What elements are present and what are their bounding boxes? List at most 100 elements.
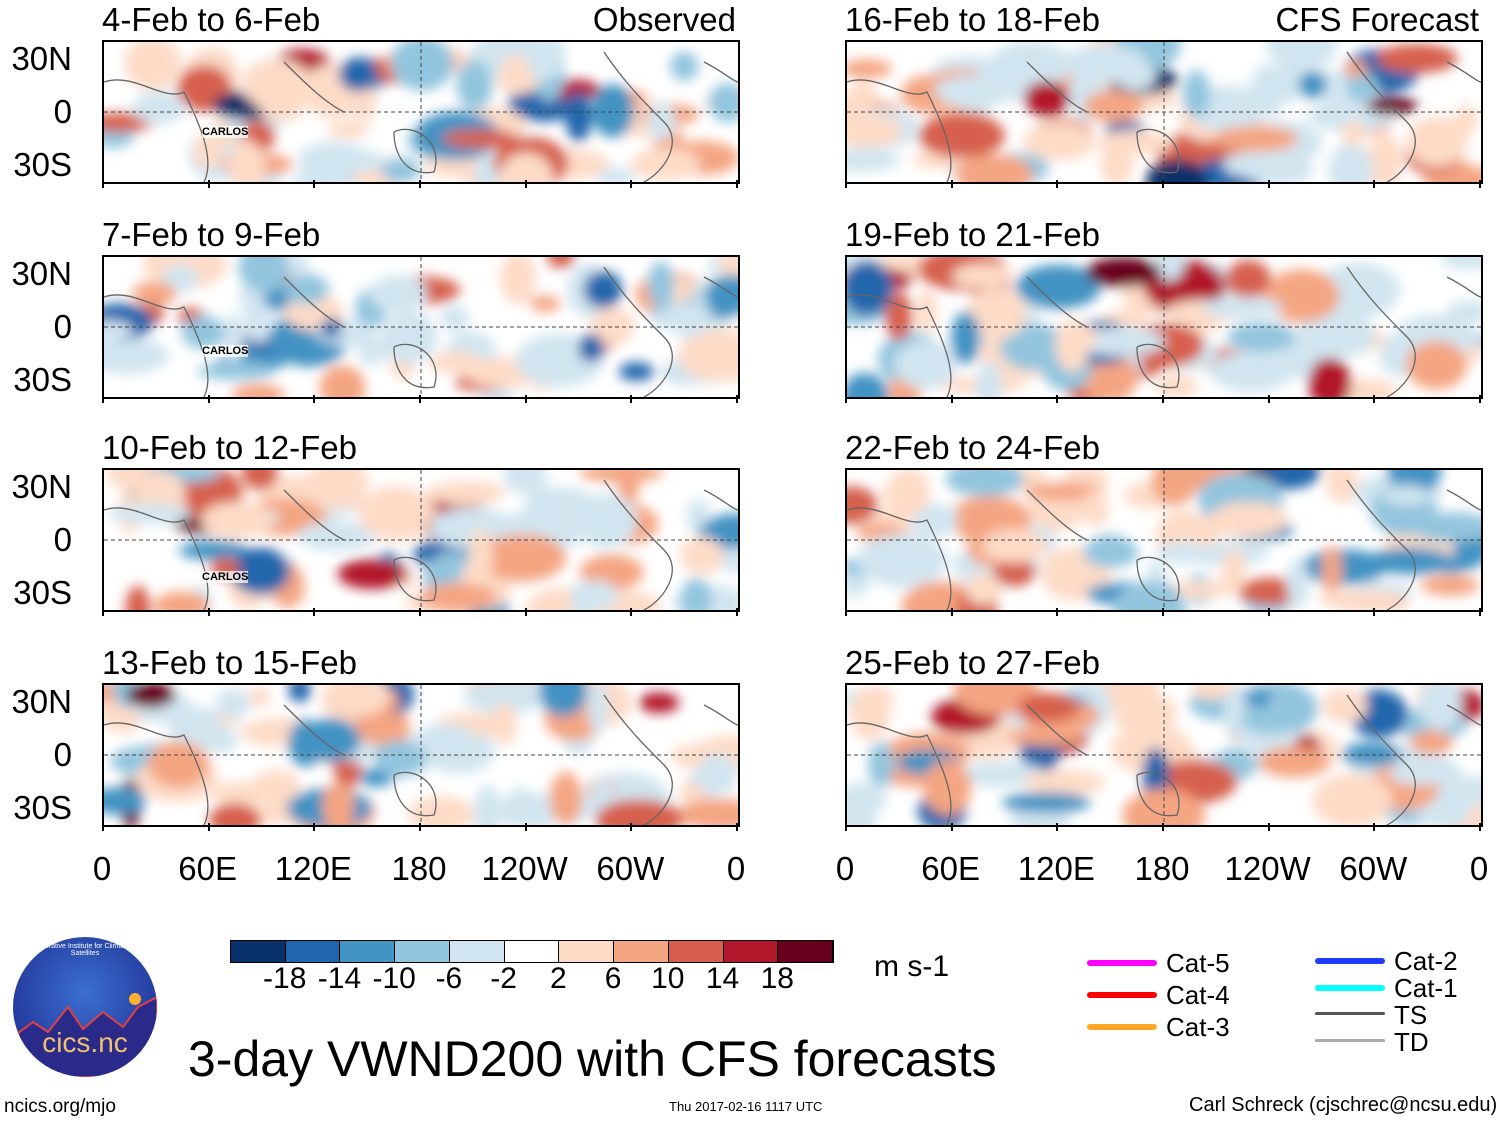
panel-title: 16-Feb to 18-Feb: [845, 1, 1100, 38]
lon-tick: [524, 180, 527, 188]
wind-anomaly-blob: [1023, 769, 1106, 796]
wind-anomaly-blob: [674, 305, 707, 339]
wind-anomaly-blob: [589, 307, 635, 346]
wind-anomaly-blob: [1326, 470, 1358, 504]
wind-anomaly-blob: [847, 576, 869, 597]
lon-tick: [1373, 823, 1376, 831]
wind-anomaly-blob: [679, 536, 724, 575]
wind-anomaly-blob: [630, 147, 701, 181]
wind-anomaly-blob: [320, 318, 343, 339]
wind-anomaly-blob: [1190, 685, 1233, 700]
lon-tick: [102, 823, 104, 831]
wind-anomaly-blob: [238, 257, 290, 293]
wind-anomaly-blob: [357, 336, 388, 366]
wind-anomaly-blob: [918, 113, 1005, 158]
wind-anomaly-blob: [993, 557, 1036, 587]
wind-anomaly-blob: [441, 129, 519, 149]
wind-anomaly-blob: [463, 685, 551, 714]
lon-tick: [1479, 180, 1481, 188]
colorbar-swatch: [340, 941, 396, 962]
colorbar-swatch: [285, 941, 341, 962]
legend-line-cat-3: [1087, 1024, 1157, 1030]
wind-anomaly-blob: [241, 470, 279, 490]
lon-tick: [102, 608, 104, 616]
wind-anomaly-blob: [638, 692, 680, 713]
lon-tick: [207, 395, 210, 403]
wind-anomaly-blob: [1411, 512, 1481, 543]
wind-anomaly-blob: [981, 529, 1048, 563]
lon-tick: [1479, 395, 1481, 403]
wind-anomaly-blob: [1000, 323, 1068, 371]
panel-title: 7-Feb to 9-Feb: [102, 216, 321, 253]
lon-tick: [1373, 395, 1376, 403]
wind-anomaly-blob: [1164, 580, 1234, 599]
wind-anomaly-blob: [546, 257, 575, 269]
colorbar-label: -2: [490, 962, 517, 995]
wind-anomaly-blob: [1007, 727, 1085, 746]
wind-anomaly-blob: [1085, 257, 1162, 288]
wind-anomaly-blob: [193, 132, 222, 170]
colorbar-label: 2: [550, 962, 567, 995]
wind-anomaly-blob: [1308, 357, 1352, 397]
map-panel: [845, 468, 1483, 612]
wind-anomaly-blob: [210, 781, 294, 807]
wind-anomaly-blob: [565, 91, 592, 143]
lon-label: 0: [726, 850, 746, 887]
wind-anomaly-blob: [1339, 72, 1379, 101]
panel-tag: CFS Forecast: [1275, 1, 1479, 38]
wind-anomaly-blob: [847, 782, 887, 818]
footer-author: Carl Schreck (cjschrec@ncsu.edu): [1189, 1094, 1498, 1116]
wind-anomaly-blob: [300, 718, 361, 762]
lon-tick: [207, 823, 210, 831]
footer-timestamp: Thu 2017-02-16 1117 UTC: [669, 1099, 823, 1114]
lon-tick: [1267, 608, 1270, 616]
wind-anomaly-blob: [647, 102, 676, 141]
wind-anomaly-blob: [1055, 318, 1090, 372]
colorbar-label: -14: [317, 962, 362, 995]
wind-anomaly-blob: [426, 480, 506, 505]
wind-anomaly-blob: [591, 84, 635, 138]
wind-anomaly-blob: [959, 761, 1046, 788]
lon-label: 120E: [274, 850, 352, 887]
wind-anomaly-blob: [569, 579, 619, 610]
lon-tick: [313, 395, 316, 403]
lon-tick: [1056, 395, 1059, 403]
lon-tick: [736, 395, 738, 403]
lon-tick: [1373, 180, 1376, 188]
wind-anomaly-blob: [216, 688, 250, 720]
wind-anomaly-blob: [374, 740, 427, 777]
lon-tick: [1162, 180, 1164, 188]
wind-anomaly-blob: [107, 503, 192, 524]
wind-anomaly-blob: [1266, 42, 1338, 71]
storm-label: CARLOS: [202, 571, 249, 583]
lon-tick: [419, 823, 421, 831]
lon-tick: [845, 395, 847, 403]
lon-tick: [630, 395, 633, 403]
wind-anomaly-blob: [297, 141, 370, 176]
wind-anomaly-blob: [247, 687, 272, 707]
lon-tick: [630, 608, 633, 616]
lat-label: 30S: [13, 574, 72, 611]
wind-anomaly-blob: [676, 798, 738, 825]
wind-anomaly-blob: [209, 803, 260, 825]
wind-anomaly-blob: [337, 558, 408, 589]
wind-anomaly-blob: [478, 533, 567, 582]
wind-anomaly-blob: [429, 507, 517, 550]
wind-anomaly-blob: [1221, 548, 1247, 595]
wind-anomaly-blob: [1156, 541, 1210, 564]
wind-anomaly-blob: [1321, 688, 1368, 723]
wind-anomaly-blob: [1342, 120, 1365, 147]
wind-anomaly-blob: [617, 470, 640, 507]
wind-anomaly-blob: [322, 782, 355, 825]
wind-anomaly-blob: [1406, 116, 1468, 168]
panel-title: 10-Feb to 12-Feb: [102, 429, 357, 466]
wind-anomaly-blob: [1341, 742, 1402, 767]
lon-label: 0: [92, 850, 112, 887]
wind-anomaly-blob: [104, 787, 147, 815]
legend-line-cat-2: [1315, 958, 1385, 964]
wind-anomaly-blob: [1083, 90, 1143, 123]
wind-anomaly-blob: [244, 302, 273, 343]
colorbar-label: 6: [604, 962, 622, 995]
wind-anomaly-blob: [1317, 589, 1406, 609]
wind-anomaly-blob: [153, 591, 210, 610]
